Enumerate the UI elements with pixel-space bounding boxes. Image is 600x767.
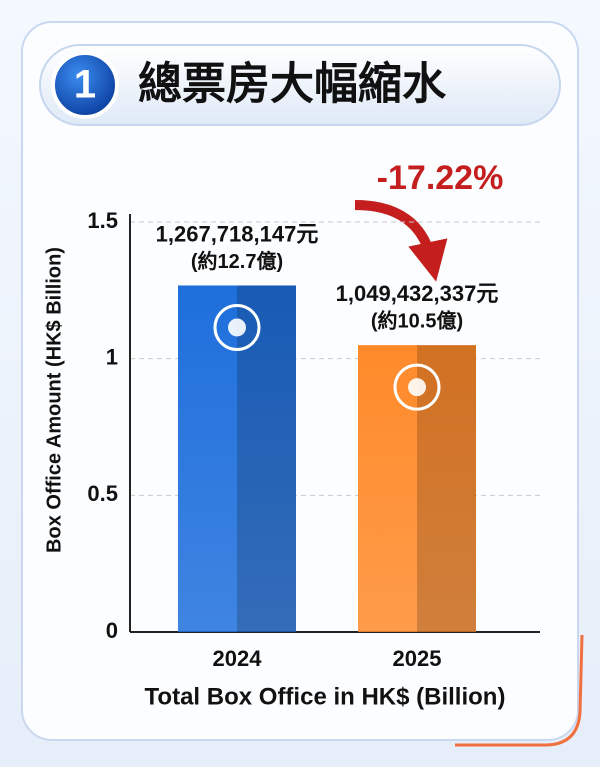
- y-tick-label: 0.5: [87, 481, 118, 506]
- corner-accent: [455, 634, 584, 747]
- x-tick-label: 2024: [213, 646, 263, 671]
- decrease-arrow: [354, 200, 448, 282]
- badge-number: 1: [74, 63, 96, 107]
- value-label: 1,267,718,147元: [156, 221, 319, 246]
- badge: [51, 51, 119, 119]
- y-tick-label: 1.5: [87, 208, 118, 233]
- value-sublabel: (約12.7億): [191, 249, 283, 273]
- y-tick-label: 0: [106, 618, 118, 643]
- bar: [178, 285, 296, 632]
- title-pill: [39, 44, 561, 126]
- bar-icon-inner: [408, 378, 426, 397]
- y-axis-label: Box Office Amount (HK$ Billion): [43, 247, 65, 553]
- bar-icon: [393, 363, 441, 411]
- bar-icon: [213, 303, 261, 351]
- change-annotation: -17.22%: [377, 159, 504, 197]
- chart-title: 總票房大幅縮水: [138, 60, 447, 109]
- bar-shade: [237, 285, 296, 632]
- value-sublabel: (約10.5億): [371, 308, 463, 332]
- value-label: 1,049,432,337元: [336, 281, 499, 306]
- x-axis-label: Total Box Office in HK$ (Billion): [145, 683, 506, 710]
- bar-shade: [417, 345, 476, 632]
- bar-icon-inner: [228, 318, 246, 337]
- y-tick-label: 1: [106, 344, 118, 369]
- x-tick-label: 2025: [393, 646, 442, 671]
